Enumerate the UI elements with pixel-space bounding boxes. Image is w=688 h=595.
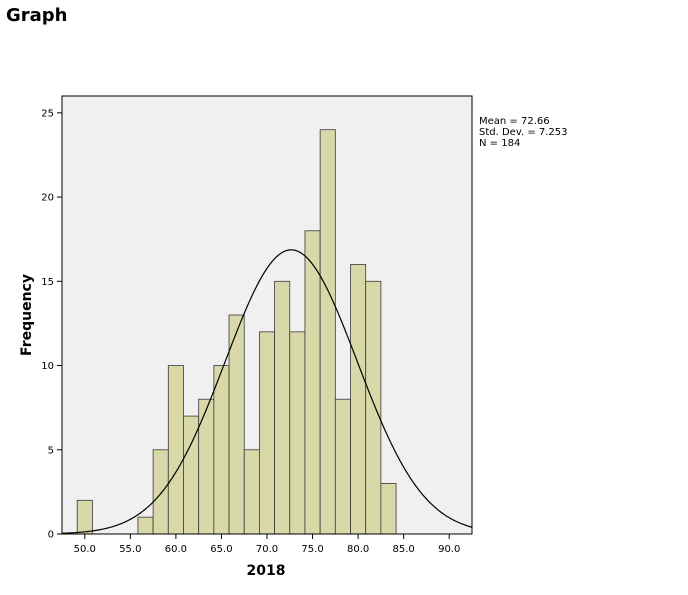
page-heading: Graph xyxy=(6,5,68,26)
x-tick-label: 55.0 xyxy=(119,544,141,555)
y-tick-label: 5 xyxy=(48,445,54,456)
histogram-bar xyxy=(365,280,382,535)
y-tick-label: 25 xyxy=(41,108,54,119)
y-axis-title: Frequency xyxy=(19,274,35,356)
histogram-bar xyxy=(152,449,169,535)
x-tick-label: 75.0 xyxy=(301,544,323,555)
y-ticks-group: 0 5 10 15 20 25 xyxy=(41,108,62,541)
histogram-bar xyxy=(289,331,306,535)
y-tick-label: 10 xyxy=(41,361,54,372)
stats-mean: Mean = 72.66 xyxy=(479,116,550,127)
histogram-bar xyxy=(198,398,215,535)
x-tick-label: 80.0 xyxy=(347,544,369,555)
histogram-bar xyxy=(380,483,397,535)
histogram-bar xyxy=(319,129,336,535)
histogram-bar xyxy=(213,365,230,535)
histogram-bar xyxy=(243,449,260,535)
x-tick-label: 85.0 xyxy=(393,544,415,555)
histogram-bar xyxy=(228,314,245,535)
x-axis-title: 2018 xyxy=(247,563,286,579)
y-tick-label: 0 xyxy=(48,530,54,541)
x-tick-label: 70.0 xyxy=(256,544,278,555)
x-tick-label: 90.0 xyxy=(438,544,460,555)
stats-legend: Mean = 72.66 Std. Dev. = 7.253 N = 184 xyxy=(479,116,568,149)
histogram-bar xyxy=(350,264,367,535)
stats-std-dev: Std. Dev. = 7.253 xyxy=(479,127,568,138)
histogram-bar xyxy=(304,230,321,535)
x-ticks-group: 50.0 55.0 60.0 65.0 70.0 75.0 80.0 85.0 90.0 xyxy=(74,534,460,555)
x-tick-label: 50.0 xyxy=(74,544,96,555)
y-tick-label: 20 xyxy=(41,193,54,204)
histogram-bar xyxy=(274,280,291,535)
histogram-bar xyxy=(334,398,351,535)
histogram-bar xyxy=(259,331,276,535)
histogram-bar xyxy=(76,499,93,535)
histogram-bar xyxy=(137,516,154,535)
x-tick-label: 60.0 xyxy=(165,544,187,555)
histogram-bar xyxy=(167,365,184,535)
x-tick-label: 65.0 xyxy=(210,544,232,555)
y-tick-label: 15 xyxy=(41,277,54,288)
normal-curve-line xyxy=(61,249,473,534)
stats-n: N = 184 xyxy=(479,138,521,149)
